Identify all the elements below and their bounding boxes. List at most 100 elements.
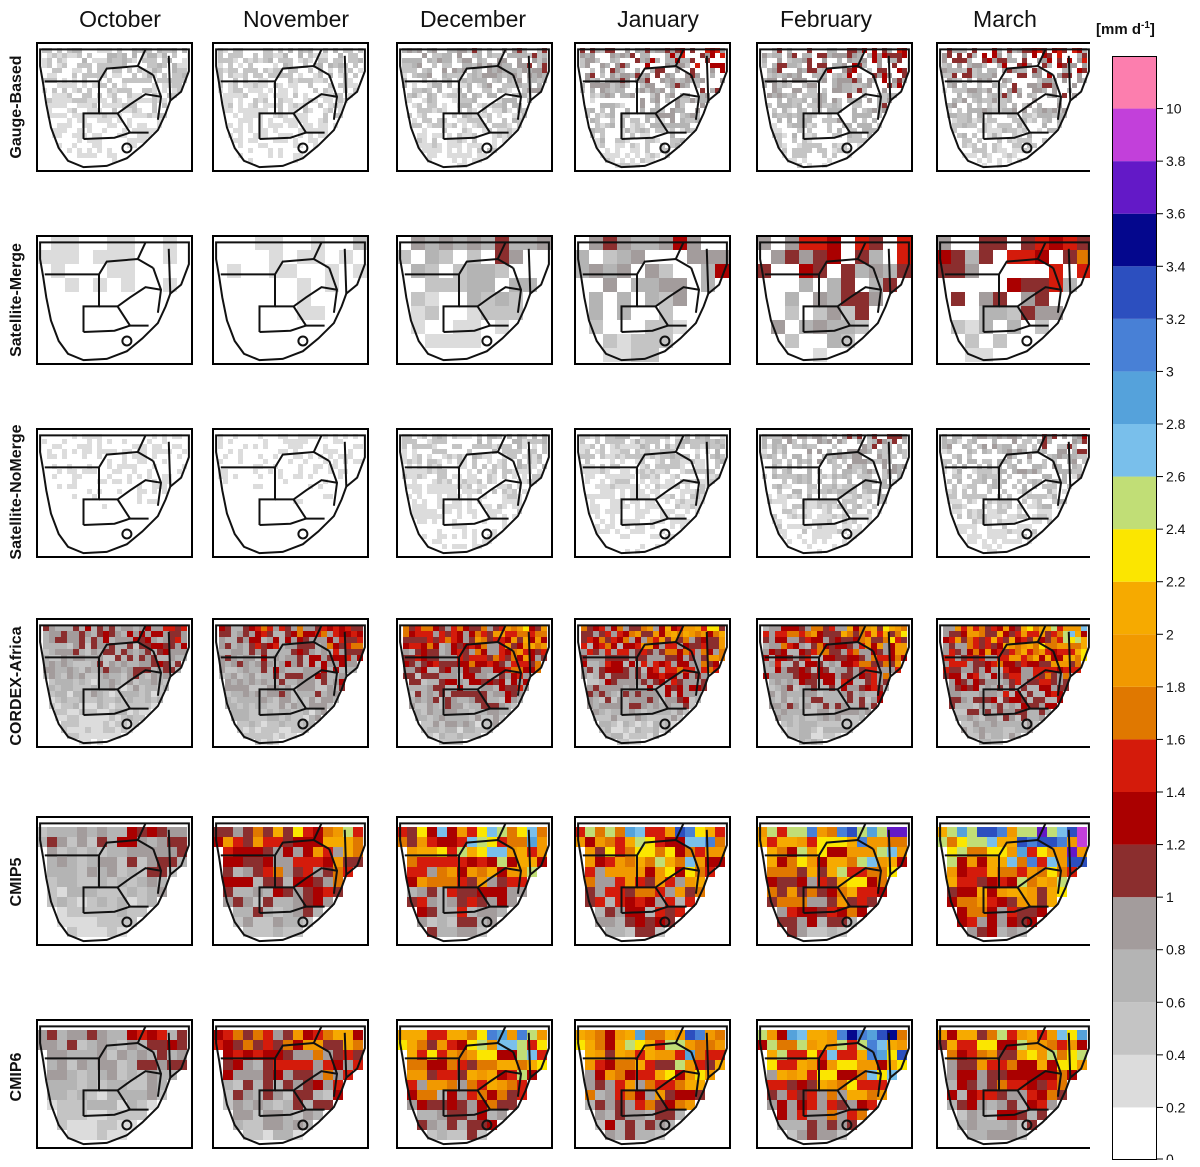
map-cell [223, 439, 228, 444]
map-cell [117, 474, 122, 479]
map-cell [690, 103, 695, 108]
map-cell [227, 306, 241, 320]
map-cell [87, 153, 92, 158]
map-cell [1017, 138, 1022, 143]
map-cell [87, 534, 92, 539]
map-cell [777, 113, 782, 118]
map-cell [457, 118, 462, 123]
map-cell [67, 118, 72, 123]
map-cell [92, 514, 97, 519]
map-cell [650, 48, 655, 53]
map-cell [792, 143, 797, 148]
map-cell [52, 444, 57, 449]
map-cell [807, 148, 812, 153]
country-border [705, 248, 710, 294]
map-cell [42, 439, 47, 444]
map-cell [437, 113, 442, 118]
map-cell [57, 504, 62, 509]
map-cell [477, 98, 482, 103]
map-cell [992, 133, 997, 138]
map-cell [997, 63, 1002, 68]
map-cell [792, 153, 797, 158]
map-cell [152, 439, 157, 444]
map-cell [127, 504, 132, 509]
map-cell [92, 529, 97, 534]
map-cell [313, 93, 318, 98]
map-cell [777, 98, 782, 103]
map-cell [600, 148, 605, 153]
map-cell [92, 479, 97, 484]
map-cell [439, 250, 453, 264]
map-cell [107, 128, 112, 133]
map-cell [797, 108, 802, 113]
map-cell [797, 73, 802, 78]
map-cell [117, 153, 122, 158]
map-cell [665, 133, 670, 138]
map-cell [92, 98, 97, 103]
map-cell [127, 509, 132, 514]
map-cell [303, 449, 308, 454]
map-cell [67, 143, 72, 148]
map-cell [1027, 63, 1032, 68]
map-cell [675, 73, 680, 78]
map-cell [967, 58, 972, 63]
map-cell [952, 73, 957, 78]
map-cell [522, 93, 527, 98]
map-cell [942, 48, 947, 53]
map-cell [77, 118, 82, 123]
map-cell [787, 48, 792, 53]
map-cell [67, 128, 72, 133]
map-cell [892, 83, 897, 88]
map-cell [313, 118, 318, 123]
map-cell [97, 58, 102, 63]
map-cell [72, 148, 77, 153]
map-cell [47, 63, 52, 68]
country-border [944, 258, 1054, 276]
map-cell [42, 464, 47, 469]
map-cell [233, 83, 238, 88]
map-cell [127, 113, 132, 118]
map-cell [313, 524, 318, 529]
map-cell [157, 464, 162, 469]
map-cell [338, 68, 343, 73]
map-cell [107, 439, 112, 444]
map-cell [777, 128, 782, 133]
map-cell [462, 83, 467, 88]
map-cell [218, 68, 223, 73]
map-cell [442, 73, 447, 78]
map-cell [72, 83, 77, 88]
map-cell [79, 250, 93, 264]
map-cell [338, 494, 343, 499]
map-cell [107, 148, 112, 153]
country-border [983, 324, 1031, 333]
map-cell [675, 143, 680, 148]
map-cell [87, 544, 92, 549]
lesotho-border [841, 335, 853, 347]
map-cell [152, 459, 157, 464]
map-cell [348, 83, 353, 88]
map-cell [615, 103, 620, 108]
map-cell [137, 108, 142, 113]
map-cell [777, 53, 782, 58]
map-cell [492, 88, 497, 93]
map-cell [472, 88, 477, 93]
map-cell [82, 143, 87, 148]
map-cell [87, 83, 92, 88]
map-cell [288, 128, 293, 133]
map-cell [268, 148, 273, 153]
map-cell [238, 98, 243, 103]
map-cell [422, 123, 427, 128]
map-cell [137, 529, 142, 534]
map-cell [338, 484, 343, 489]
map-cell [512, 53, 517, 58]
map-cell [453, 334, 467, 348]
map-cell [162, 103, 167, 108]
map-cell [442, 83, 447, 88]
map-cell [1012, 118, 1017, 123]
map-cell [62, 113, 67, 118]
map-cell [585, 68, 590, 73]
map-cell [82, 163, 87, 168]
map-cell [487, 68, 492, 73]
map-cell [233, 123, 238, 128]
map-cell [502, 128, 507, 133]
